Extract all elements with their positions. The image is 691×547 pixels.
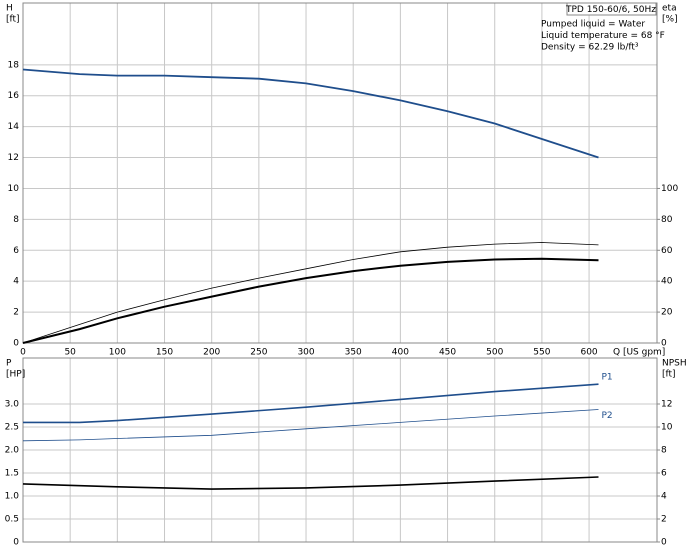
annotation: Pumped liquid = Water [541, 20, 645, 30]
y-tick-label: 10 [8, 184, 20, 194]
curve [22, 409, 599, 442]
x-axis-label: Q [US gpm] [613, 348, 665, 358]
y2-tick-label: 80 [661, 215, 673, 225]
y-tick-label: 2 [13, 308, 19, 318]
y-tick-label: 0.5 [5, 515, 19, 525]
y2-axis-label: eta [662, 4, 677, 14]
x-tick-label: 350 [345, 348, 362, 358]
y-tick-label: 8 [13, 215, 19, 225]
x-tick-label: 0 [20, 348, 26, 358]
curve-label: P1 [602, 373, 613, 383]
x-tick-label: 600 [580, 348, 597, 358]
curve-label: P2 [602, 411, 613, 421]
curve [22, 476, 599, 490]
x-tick-label: 50 [64, 348, 76, 358]
y-tick-label: 2.0 [5, 446, 20, 456]
x-tick-label: 150 [156, 348, 173, 358]
y-tick-label: 16 [8, 91, 20, 101]
y2-tick-label: 100 [661, 184, 678, 194]
x-tick-label: 400 [392, 348, 409, 358]
y2-tick-label: 20 [661, 308, 673, 318]
y-tick-label: 2.5 [5, 423, 19, 433]
title-box [566, 2, 657, 16]
x-tick-label: 250 [250, 348, 267, 358]
y2-tick-label: 10 [661, 423, 673, 433]
curve [22, 242, 599, 344]
y2-tick-label: 12 [661, 400, 672, 410]
plot-frame [22, 357, 658, 543]
y-tick-label: 12 [8, 153, 19, 163]
y-axis-label: H [6, 4, 13, 14]
x-tick-label: 300 [297, 348, 314, 358]
y-tick-label: 4 [13, 277, 19, 287]
y2-tick-label: 2 [661, 515, 667, 525]
y-axis-label: P [6, 359, 12, 369]
y2-tick-label: 0 [661, 538, 667, 547]
y-tick-label: 0 [13, 339, 19, 349]
annotation: Liquid temperature = 68 °F [541, 31, 665, 41]
x-tick-label: 200 [203, 348, 220, 358]
y2-tick-label: 40 [661, 277, 673, 287]
y2-axis-unit: [%] [662, 15, 678, 25]
y-tick-label: 3.0 [5, 400, 20, 410]
x-tick-label: 100 [109, 348, 126, 358]
y2-tick-label: 8 [661, 446, 667, 456]
y-tick-label: 18 [8, 60, 20, 70]
curve [22, 68, 599, 159]
y2-tick-label: 0 [661, 339, 667, 349]
x-tick-label: 550 [533, 348, 550, 358]
curve [22, 257, 599, 344]
y2-tick-label: 60 [661, 246, 673, 256]
x-tick-label: 450 [439, 348, 456, 358]
y-axis-unit: [HP] [6, 370, 25, 380]
plot-frame [22, 2, 658, 344]
y-tick-label: 0 [13, 538, 19, 547]
x-tick-label: 500 [486, 348, 503, 358]
y-tick-label: 1.0 [5, 492, 20, 502]
y2-tick-label: 4 [661, 492, 667, 502]
y2-axis-unit: [ft] [662, 370, 676, 380]
y-tick-label: 14 [8, 122, 20, 132]
y-axis-unit: [ft] [6, 15, 20, 25]
y-tick-label: 6 [13, 246, 19, 256]
chart-title: TPD 150-60/6, 50Hz [565, 5, 656, 15]
y2-tick-label: 6 [661, 469, 667, 479]
curve [23, 383, 599, 424]
annotation: Density = 62.29 lb/ft³ [541, 43, 639, 53]
y-tick-label: 1.5 [5, 469, 19, 479]
y2-axis-label: NPSH [662, 359, 687, 369]
